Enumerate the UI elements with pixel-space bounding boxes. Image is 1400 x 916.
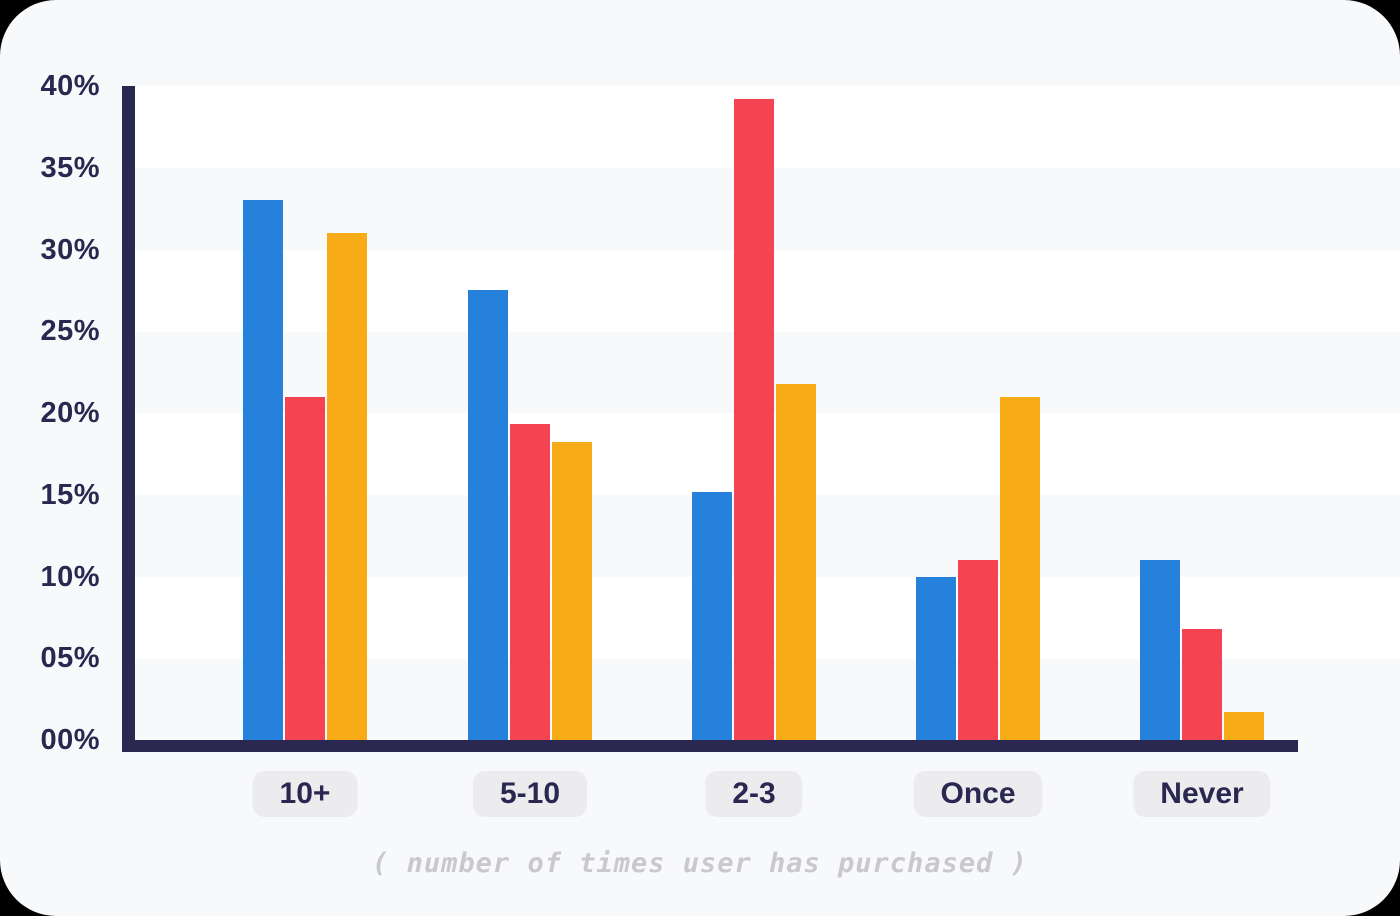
bar-blue (692, 491, 732, 740)
x-category-label: 5-10 (472, 771, 588, 817)
bar-blue (243, 200, 283, 740)
bar-group-2-3 (692, 84, 816, 740)
bar-red (958, 560, 998, 740)
x-category-label: Never (1133, 771, 1271, 817)
bar-group-10+ (243, 84, 367, 740)
y-tick-label: 05% (40, 642, 100, 675)
bar-yellow (1000, 396, 1040, 740)
y-axis-line (122, 86, 135, 752)
bar-group-never (1140, 84, 1264, 740)
y-tick-label: 10% (40, 560, 100, 593)
bar-group-once (916, 84, 1040, 740)
bar-red (285, 396, 325, 740)
y-tick-label: 15% (40, 478, 100, 511)
bar-red (1182, 628, 1222, 740)
bar-yellow (552, 442, 592, 740)
x-category-label: 2-3 (705, 771, 803, 817)
y-tick-label: 30% (40, 233, 100, 266)
y-tick-label: 35% (40, 151, 100, 184)
x-category-label: 10+ (252, 771, 358, 817)
bar-yellow (776, 383, 816, 740)
bar-red (510, 424, 550, 740)
y-tick-label: 25% (40, 315, 100, 348)
bar-red (734, 99, 774, 740)
bar-group-5-10 (468, 84, 592, 740)
y-tick-label: 40% (40, 70, 100, 102)
y-tick-label: 00% (40, 724, 100, 756)
bar-yellow (327, 233, 367, 740)
bar-blue (916, 576, 956, 740)
bar-yellow (1224, 712, 1264, 740)
bar-blue (1140, 560, 1180, 740)
x-category-label: Once (913, 771, 1043, 817)
x-axis-line (122, 740, 1298, 752)
x-axis-caption: ( number of times user has purchased ) (372, 848, 1028, 879)
y-tick-label: 20% (40, 397, 100, 429)
bar-blue (468, 290, 508, 740)
